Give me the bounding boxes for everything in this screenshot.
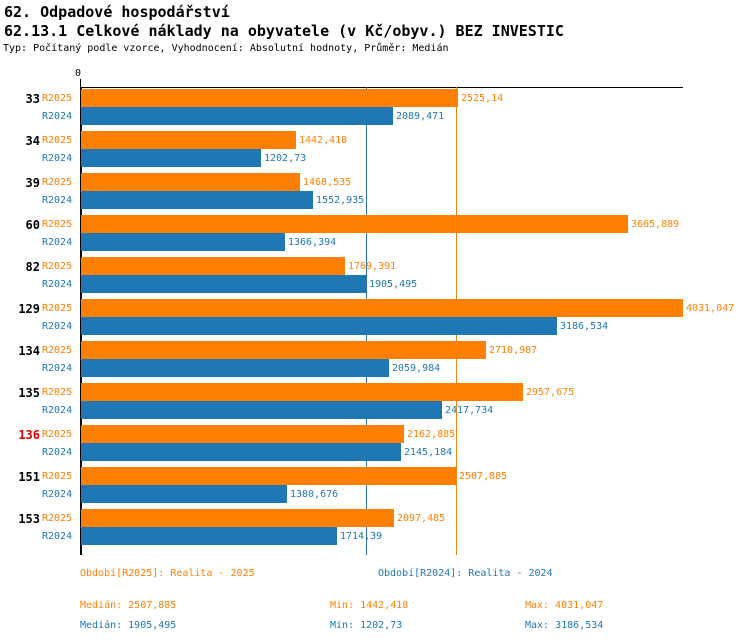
series-label-r2025-34: R2025 (42, 135, 73, 146)
category-label-129: 129 (18, 302, 40, 316)
bar-r2025-136[interactable] (81, 425, 404, 443)
stat-max-r2025: Max: 4031,047 (525, 600, 604, 611)
bar-value-r2025-33: 2525,14 (461, 93, 504, 104)
series-label-r2024-135: R2024 (42, 405, 73, 416)
category-label-60: 60 (25, 218, 40, 232)
bar-value-r2024-153: 1714,39 (340, 531, 383, 542)
stat-median-r2025: Medián: 2507,885 (80, 600, 177, 611)
bar-r2025-135[interactable] (81, 383, 523, 401)
stat-min-r2024: Min: 1202,73 (330, 620, 403, 631)
series-label-r2025-136: R2025 (42, 429, 73, 440)
category-label-33: 33 (25, 92, 40, 106)
series-label-r2025-134: R2025 (42, 345, 73, 356)
bar-value-r2024-151: 1380,676 (290, 489, 339, 500)
bar-value-r2024-60: 1366,394 (288, 237, 337, 248)
x-axis-line (81, 87, 683, 88)
chart-meta-line: Typ: Počítaný podle vzorce, Vyhodnocení:… (3, 43, 449, 54)
series-label-r2024-34: R2024 (42, 153, 73, 164)
x-axis-zero-label: 0 (75, 68, 82, 79)
series-label-r2025-129: R2025 (42, 303, 73, 314)
bar-value-r2025-129: 4031,047 (686, 303, 735, 314)
bar-r2025-33[interactable] (81, 89, 458, 107)
category-label-82: 82 (25, 260, 40, 274)
bar-r2025-39[interactable] (81, 173, 300, 191)
series-label-r2024-151: R2024 (42, 489, 73, 500)
bar-r2025-151[interactable] (81, 467, 456, 485)
series-label-r2024-134: R2024 (42, 363, 73, 374)
bar-r2024-82[interactable] (81, 275, 366, 293)
series-label-r2025-39: R2025 (42, 177, 73, 188)
bar-value-r2024-82: 1905,495 (369, 279, 418, 290)
bar-r2024-135[interactable] (81, 401, 442, 419)
bar-value-r2025-82: 1769,391 (348, 261, 397, 272)
series-label-r2025-153: R2025 (42, 513, 73, 524)
bar-value-r2025-134: 2710,987 (489, 345, 538, 356)
bar-r2025-60[interactable] (81, 215, 628, 233)
series-label-r2025-135: R2025 (42, 387, 73, 398)
bar-r2024-34[interactable] (81, 149, 261, 167)
bar-value-r2025-151: 2507,885 (459, 471, 508, 482)
stat-min-r2025: Min: 1442,418 (330, 600, 409, 611)
x-axis-zero-tick (80, 79, 81, 87)
legend-item-r2024: Období[R2024]: Realita - 2024 (378, 568, 553, 579)
series-label-r2025-33: R2025 (42, 93, 73, 104)
bar-r2025-129[interactable] (81, 299, 683, 317)
series-label-r2025-82: R2025 (42, 261, 73, 272)
bar-value-r2025-60: 3665,889 (631, 219, 680, 230)
bar-value-r2025-153: 2097,485 (397, 513, 446, 524)
bar-value-r2024-134: 2059,984 (392, 363, 441, 374)
bar-value-r2024-34: 1202,73 (264, 153, 307, 164)
chart-title: 62.13.1 Celkové náklady na obyvatele (v … (4, 22, 564, 40)
bar-r2024-136[interactable] (81, 443, 401, 461)
bar-r2024-129[interactable] (81, 317, 557, 335)
series-label-r2024-136: R2024 (42, 447, 73, 458)
category-label-153: 153 (18, 512, 40, 526)
bar-value-r2025-135: 2957,675 (526, 387, 575, 398)
bar-value-r2024-136: 2145,184 (404, 447, 453, 458)
category-label-136: 136 (18, 428, 40, 442)
bar-r2025-134[interactable] (81, 341, 486, 359)
series-label-r2024-33: R2024 (42, 111, 73, 122)
category-label-134: 134 (18, 344, 40, 358)
bar-value-r2025-34: 1442,418 (299, 135, 348, 146)
category-label-135: 135 (18, 386, 40, 400)
series-label-r2024-129: R2024 (42, 321, 73, 332)
bar-value-r2025-136: 2162,885 (407, 429, 456, 440)
bar-value-r2024-33: 2089,471 (396, 111, 445, 122)
bar-r2025-82[interactable] (81, 257, 345, 275)
bar-r2024-39[interactable] (81, 191, 313, 209)
bar-r2024-33[interactable] (81, 107, 393, 125)
legend-item-r2025: Období[R2025]: Realita - 2025 (80, 568, 255, 579)
stat-median-r2024: Medián: 1905,495 (80, 620, 177, 631)
bar-r2025-153[interactable] (81, 509, 394, 527)
bar-value-r2024-39: 1552,935 (316, 195, 365, 206)
series-label-r2024-60: R2024 (42, 237, 73, 248)
series-label-r2025-60: R2025 (42, 219, 73, 230)
category-label-39: 39 (25, 176, 40, 190)
bar-r2024-151[interactable] (81, 485, 287, 503)
bar-r2025-34[interactable] (81, 131, 296, 149)
bar-value-r2024-129: 3186,534 (560, 321, 609, 332)
series-label-r2025-151: R2025 (42, 471, 73, 482)
bar-r2024-134[interactable] (81, 359, 389, 377)
bar-value-r2024-135: 2417,734 (445, 405, 494, 416)
bar-value-r2025-39: 1468,535 (303, 177, 352, 188)
stat-max-r2024: Max: 3186,534 (525, 620, 604, 631)
series-label-r2024-39: R2024 (42, 195, 73, 206)
category-label-34: 34 (25, 134, 40, 148)
series-label-r2024-153: R2024 (42, 531, 73, 542)
bar-r2024-153[interactable] (81, 527, 337, 545)
category-label-151: 151 (18, 470, 40, 484)
bar-r2024-60[interactable] (81, 233, 285, 251)
series-label-r2024-82: R2024 (42, 279, 73, 290)
page-title: 62. Odpadové hospodářství (4, 3, 230, 21)
